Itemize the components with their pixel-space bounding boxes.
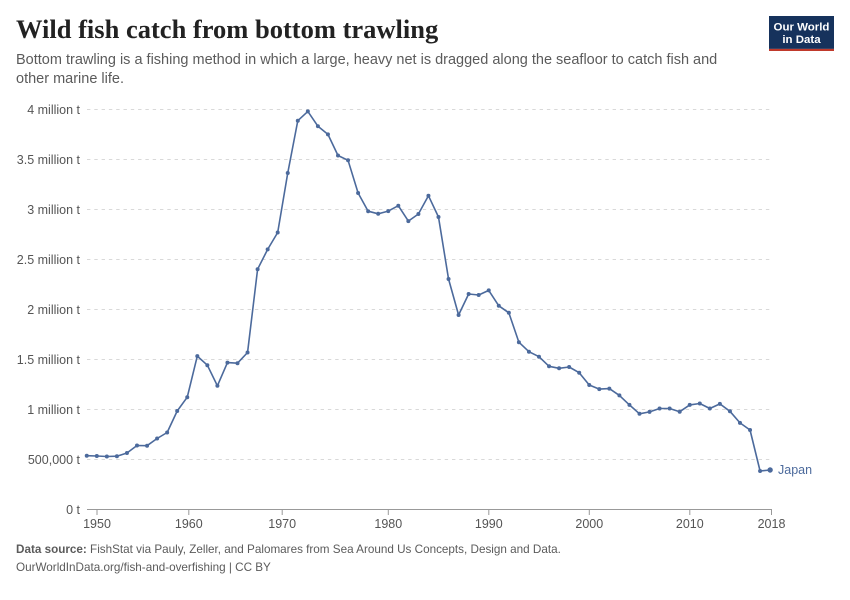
svg-text:1980: 1980 xyxy=(374,517,402,531)
svg-text:1990: 1990 xyxy=(475,517,503,531)
svg-text:2018: 2018 xyxy=(758,517,786,531)
svg-text:2010: 2010 xyxy=(676,517,704,531)
svg-text:1 million t: 1 million t xyxy=(27,403,80,417)
svg-text:Japan: Japan xyxy=(778,463,812,477)
svg-text:2.5 million t: 2.5 million t xyxy=(17,253,81,267)
svg-text:3 million t: 3 million t xyxy=(27,203,80,217)
svg-text:500,000 t: 500,000 t xyxy=(28,453,81,467)
svg-text:4 million t: 4 million t xyxy=(27,103,80,117)
svg-text:1970: 1970 xyxy=(268,517,296,531)
svg-text:0 t: 0 t xyxy=(66,503,80,517)
svg-text:2000: 2000 xyxy=(575,517,603,531)
svg-text:1950: 1950 xyxy=(83,517,111,531)
svg-text:1960: 1960 xyxy=(175,517,203,531)
svg-text:2 million t: 2 million t xyxy=(27,303,80,317)
svg-text:3.5 million t: 3.5 million t xyxy=(17,153,81,167)
svg-text:1.5 million t: 1.5 million t xyxy=(17,353,81,367)
